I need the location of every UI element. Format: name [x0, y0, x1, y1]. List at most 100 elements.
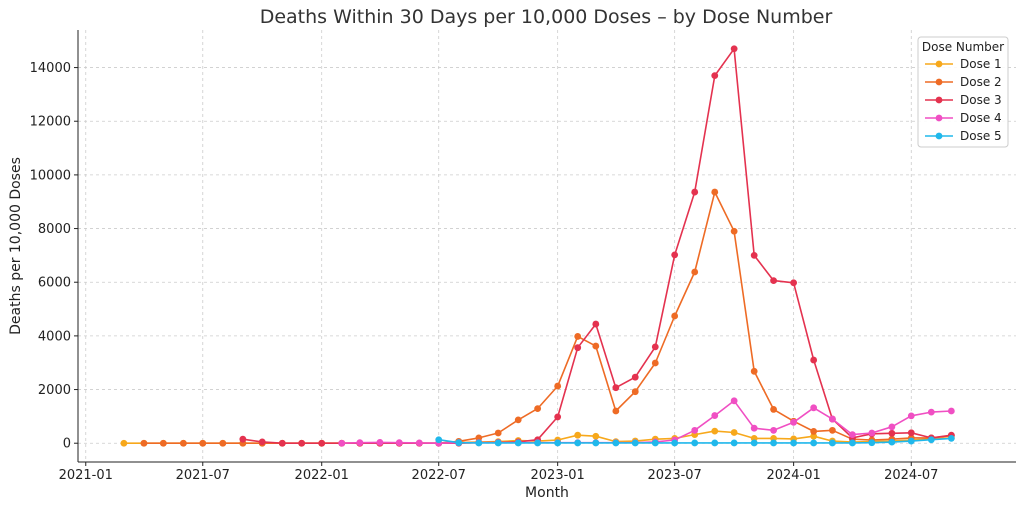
x-tick-label: 2024-01	[766, 468, 820, 483]
data-point	[750, 367, 758, 375]
data-point	[258, 438, 266, 446]
x-ticks: 2021-01 2021-07 2022-01 2022-07 2023-01 2023-…	[59, 462, 938, 483]
data-point	[711, 412, 719, 419]
x-tick-label: 2024-07	[884, 468, 938, 483]
series-dose-5	[435, 434, 955, 447]
data-point	[395, 439, 403, 447]
data-point	[631, 373, 639, 381]
data-point	[888, 423, 896, 431]
y-tick-label: 10000	[30, 168, 71, 183]
data-point	[651, 343, 659, 351]
data-point	[494, 439, 502, 447]
data-point	[711, 72, 719, 80]
data-point	[829, 426, 836, 434]
x-tick-label: 2022-01	[295, 468, 349, 483]
data-point	[849, 431, 856, 439]
data-point	[790, 279, 798, 287]
data-point	[730, 227, 738, 235]
data-point	[770, 426, 777, 434]
legend-swatch-marker	[935, 60, 943, 68]
data-point	[356, 439, 364, 447]
data-point	[888, 438, 896, 446]
data-point	[947, 434, 955, 442]
data-point	[810, 439, 818, 447]
data-point	[711, 427, 719, 435]
series-group	[120, 45, 955, 447]
data-point	[711, 439, 719, 447]
data-point	[927, 436, 935, 444]
y-tick-label: 6000	[38, 276, 71, 291]
data-point	[534, 439, 542, 447]
data-point	[475, 439, 483, 447]
data-point	[574, 333, 582, 340]
data-point	[475, 434, 483, 442]
data-point	[730, 45, 738, 53]
data-point	[592, 320, 600, 328]
data-point	[829, 439, 836, 447]
legend-item: Dose 5	[925, 129, 1002, 143]
x-tick-label: 2023-01	[531, 468, 585, 483]
data-point	[592, 342, 600, 350]
legend-swatch-marker	[935, 132, 943, 140]
chart-title: Deaths Within 30 Days per 10,000 Doses –…	[260, 6, 833, 28]
data-point	[574, 439, 582, 447]
legend-label: Dose 5	[960, 129, 1002, 143]
data-point	[318, 439, 326, 447]
data-point	[790, 439, 798, 447]
data-point	[691, 439, 699, 447]
y-ticks: 0 2000 4000 6000 8000 10000 12000 14000	[30, 61, 78, 452]
data-point	[554, 382, 562, 390]
data-point	[298, 439, 306, 447]
data-point	[691, 268, 699, 276]
x-tick-label: 2021-07	[176, 468, 230, 483]
data-point	[829, 415, 836, 423]
data-point	[612, 384, 620, 392]
data-point	[199, 439, 207, 447]
data-point	[455, 439, 463, 447]
data-point	[907, 437, 915, 445]
data-point	[554, 413, 562, 421]
data-point	[592, 432, 600, 440]
data-point	[750, 251, 758, 259]
legend-item: Dose 4	[925, 111, 1002, 125]
y-axis-label: Deaths per 10,000 Doses	[8, 157, 24, 335]
x-axis-label: Month	[525, 485, 569, 501]
data-point	[750, 424, 758, 432]
data-point	[711, 188, 719, 196]
data-point	[868, 439, 876, 447]
x-tick-label: 2023-07	[648, 468, 702, 483]
legend-swatch-marker	[935, 96, 943, 104]
data-point	[159, 439, 167, 447]
data-point	[554, 439, 562, 447]
legend-swatch-marker	[935, 114, 943, 122]
data-point	[671, 251, 679, 259]
y-tick-label: 2000	[38, 383, 71, 398]
data-point	[514, 416, 522, 424]
y-tick-label: 0	[63, 437, 71, 452]
legend-label: Dose 4	[960, 111, 1002, 125]
legend-label: Dose 1	[960, 57, 1002, 71]
data-point	[730, 439, 738, 447]
data-point	[514, 439, 522, 447]
data-point	[907, 429, 915, 437]
y-tick-label: 14000	[30, 61, 71, 76]
data-point	[435, 436, 443, 444]
data-point	[631, 388, 639, 396]
data-point	[849, 439, 856, 447]
data-point	[927, 408, 935, 416]
data-point	[730, 397, 738, 405]
data-point	[907, 412, 915, 420]
data-point	[691, 426, 699, 434]
data-point	[415, 439, 423, 447]
legend-item: Dose 3	[925, 93, 1002, 107]
data-point	[671, 439, 679, 447]
data-point	[534, 405, 542, 413]
data-point	[671, 312, 679, 320]
legend: Dose Number Dose 1 Dose 2 Dose 3 Dose 4 Dose…	[917, 36, 1009, 148]
legend-item: Dose 1	[925, 57, 1002, 71]
data-point	[278, 439, 286, 447]
legend-label: Dose 2	[960, 75, 1002, 89]
data-point	[574, 431, 582, 439]
x-tick-label: 2021-01	[59, 468, 113, 483]
legend-title: Dose Number	[922, 40, 1004, 54]
